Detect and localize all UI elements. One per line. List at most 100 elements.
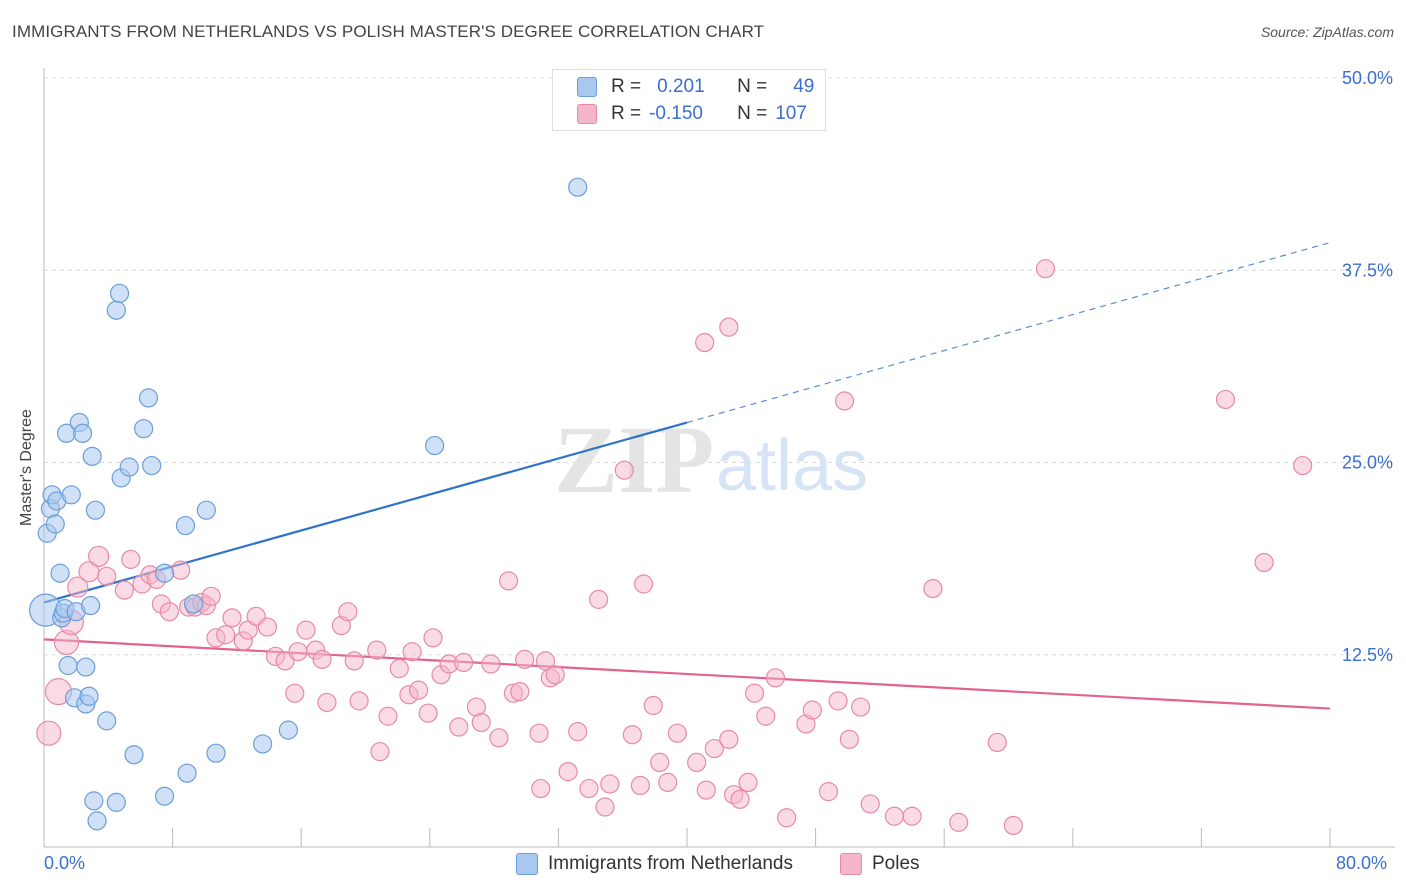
blue-swatch <box>577 77 597 97</box>
point-netherlands <box>278 720 298 740</box>
point-poles <box>481 654 501 674</box>
legend-label-netherlands: Immigrants from Netherlands <box>548 853 793 874</box>
point-poles <box>275 651 295 671</box>
legend-label-poles: Poles <box>872 853 920 874</box>
point-netherlands <box>85 500 106 520</box>
point-poles <box>349 691 369 711</box>
r-label: R = <box>611 103 642 124</box>
point-poles <box>545 665 565 685</box>
point-poles <box>696 780 716 800</box>
point-netherlands <box>177 763 197 783</box>
point-poles <box>378 706 398 726</box>
point-poles <box>687 752 707 773</box>
point-netherlands <box>154 563 175 583</box>
point-poles <box>36 720 62 746</box>
pink-swatch <box>577 104 597 124</box>
point-poles <box>489 728 509 748</box>
point-poles <box>97 566 117 586</box>
point-poles <box>114 580 134 600</box>
point-netherlands <box>425 435 445 456</box>
point-poles <box>622 725 642 745</box>
trend-netherlands-extension <box>686 241 1331 424</box>
legend-item-poles: Poles <box>840 851 920 877</box>
data-points <box>29 177 1313 836</box>
point-poles <box>600 774 620 794</box>
point-poles <box>423 628 443 648</box>
point-poles <box>257 617 278 637</box>
point-netherlands <box>119 457 139 477</box>
point-netherlands <box>81 595 101 616</box>
point-netherlands <box>196 500 216 520</box>
y-tick-label: 12.5% <box>1342 645 1393 665</box>
legend-row-netherlands: R = 0.201 N = 49 <box>577 75 814 99</box>
r-label: R = <box>611 76 642 97</box>
point-poles <box>633 574 654 594</box>
point-netherlands <box>76 657 96 677</box>
y-axis-label: Master's Degree <box>18 409 35 526</box>
point-poles <box>344 651 364 671</box>
point-netherlands <box>134 419 154 439</box>
point-netherlands <box>61 485 81 505</box>
trend-poles <box>43 638 1331 710</box>
watermark-atlas: atlas <box>716 426 868 506</box>
point-poles <box>159 602 179 622</box>
point-poles <box>471 712 491 733</box>
point-poles <box>121 549 141 569</box>
point-poles <box>719 317 739 337</box>
point-poles <box>1254 552 1274 573</box>
point-poles <box>802 700 822 720</box>
point-poles <box>389 658 409 679</box>
point-poles <box>418 703 438 723</box>
point-netherlands <box>183 594 204 614</box>
point-poles <box>296 620 316 640</box>
chart-title: IMMIGRANTS FROM NETHERLANDS VS POLISH MA… <box>12 22 765 41</box>
point-poles <box>756 706 776 726</box>
point-netherlands <box>124 745 144 765</box>
point-poles <box>67 576 89 598</box>
r-value: -0.150 <box>649 103 703 124</box>
point-poles <box>1293 455 1313 476</box>
point-poles <box>531 778 551 799</box>
point-poles <box>839 729 859 749</box>
point-netherlands <box>50 563 70 583</box>
point-poles <box>949 812 969 832</box>
point-poles <box>1035 259 1056 279</box>
point-poles <box>828 691 848 711</box>
blue-swatch <box>516 853 538 875</box>
point-poles <box>595 797 615 817</box>
point-netherlands <box>87 811 107 831</box>
point-poles <box>285 683 305 703</box>
point-poles <box>860 794 880 814</box>
point-poles <box>658 772 678 793</box>
point-poles <box>738 772 758 793</box>
point-netherlands <box>58 655 78 676</box>
point-poles <box>568 722 588 742</box>
point-poles <box>171 560 191 580</box>
point-poles <box>588 589 609 609</box>
r-value: 0.201 <box>657 76 705 97</box>
n-label: N = <box>737 76 768 97</box>
point-poles <box>510 682 530 702</box>
n-label: N = <box>737 103 768 124</box>
point-poles <box>730 789 750 809</box>
point-netherlands <box>106 300 126 320</box>
x-min-label: 0.0% <box>44 853 86 873</box>
point-netherlands <box>253 734 273 754</box>
point-poles <box>704 738 724 759</box>
point-netherlands <box>84 791 104 811</box>
point-netherlands <box>206 743 226 763</box>
n-value: 107 <box>775 103 807 124</box>
point-poles <box>222 608 242 628</box>
watermark: ZIP atlas <box>554 406 868 513</box>
point-netherlands <box>175 515 196 536</box>
pink-swatch <box>840 853 862 875</box>
point-poles <box>370 742 390 762</box>
point-poles <box>317 692 337 713</box>
n-value: 49 <box>793 76 815 97</box>
point-poles <box>987 732 1007 753</box>
point-poles <box>1215 389 1236 410</box>
point-netherlands <box>97 711 117 731</box>
point-netherlands <box>109 283 130 303</box>
point-poles <box>367 640 387 660</box>
